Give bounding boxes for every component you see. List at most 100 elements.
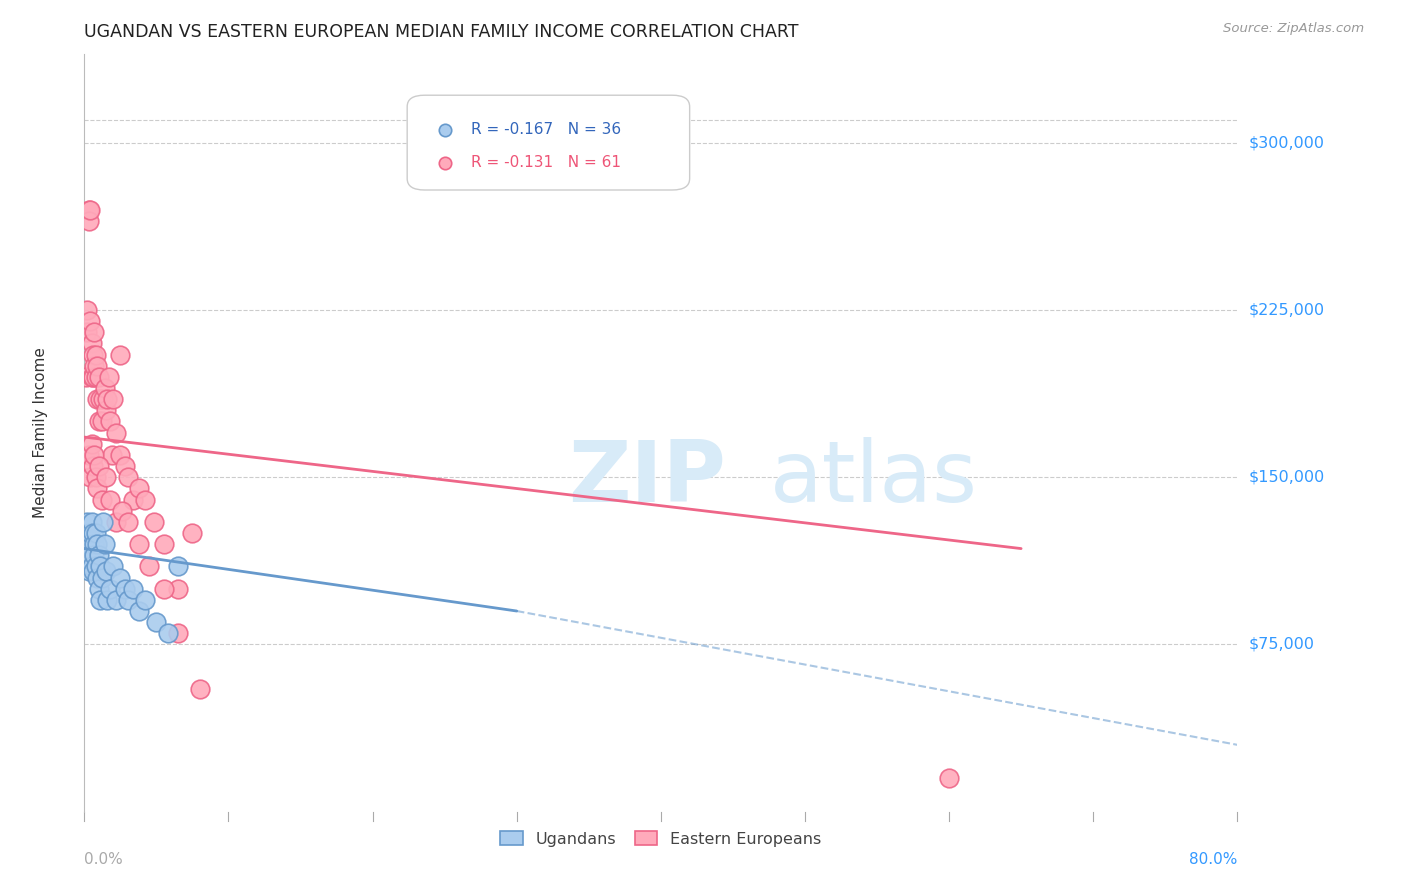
Point — [77, 202, 100, 217]
Point — [80, 370, 103, 384]
Point — [79, 314, 101, 328]
Point — [84, 526, 107, 541]
Point — [82, 564, 104, 578]
Text: 80.0%: 80.0% — [1189, 852, 1237, 867]
Point — [77, 448, 100, 462]
Point — [76, 326, 98, 340]
Point — [103, 392, 124, 407]
Point — [181, 526, 204, 541]
Point — [84, 348, 107, 362]
Point — [87, 548, 110, 563]
Point — [93, 537, 115, 551]
Point — [77, 537, 100, 551]
Text: Source: ZipAtlas.com: Source: ZipAtlas.com — [1223, 22, 1364, 36]
Point — [128, 537, 150, 551]
Point — [100, 448, 122, 462]
Point — [96, 392, 118, 407]
Point — [86, 359, 108, 373]
Point — [110, 571, 132, 585]
Point — [167, 626, 190, 640]
Point — [938, 771, 960, 786]
Point — [83, 326, 105, 340]
Point — [94, 564, 117, 578]
Point — [111, 503, 134, 517]
Point — [79, 526, 101, 541]
Point — [114, 459, 136, 474]
Point — [152, 537, 174, 551]
Text: 0.0%: 0.0% — [84, 852, 124, 867]
Point — [145, 615, 167, 630]
Point — [76, 303, 98, 318]
Point — [84, 559, 107, 574]
Text: UGANDAN VS EASTERN EUROPEAN MEDIAN FAMILY INCOME CORRELATION CHART: UGANDAN VS EASTERN EUROPEAN MEDIAN FAMIL… — [84, 23, 799, 41]
Point — [87, 415, 110, 429]
Text: Median Family Income: Median Family Income — [34, 347, 48, 518]
Point — [75, 370, 97, 384]
Text: R = -0.167   N = 36: R = -0.167 N = 36 — [471, 122, 620, 137]
Point — [117, 593, 139, 607]
Text: $75,000: $75,000 — [1249, 637, 1315, 652]
Point — [83, 359, 105, 373]
Point — [90, 415, 112, 429]
Point — [90, 571, 112, 585]
Point — [105, 425, 128, 440]
Point — [117, 515, 139, 529]
Point — [84, 470, 107, 484]
Point — [86, 571, 108, 585]
Point — [134, 593, 156, 607]
Point — [80, 437, 103, 451]
Text: atlas: atlas — [770, 436, 979, 520]
Point — [128, 604, 150, 618]
Point — [83, 448, 105, 462]
Point — [142, 515, 165, 529]
Point — [83, 548, 105, 563]
Point — [83, 537, 105, 551]
Point — [89, 593, 111, 607]
Point — [91, 515, 114, 529]
Legend: Ugandans, Eastern Europeans: Ugandans, Eastern Europeans — [494, 824, 828, 853]
Text: $300,000: $300,000 — [1249, 136, 1324, 150]
Point — [76, 515, 98, 529]
Text: $225,000: $225,000 — [1249, 302, 1324, 318]
Text: $150,000: $150,000 — [1249, 470, 1324, 484]
Point — [105, 515, 128, 529]
Point — [87, 370, 110, 384]
Point — [96, 593, 118, 607]
Text: R = -0.131   N = 61: R = -0.131 N = 61 — [471, 155, 620, 170]
Point — [98, 415, 121, 429]
Point — [90, 492, 112, 507]
Point — [524, 805, 547, 819]
Point — [98, 492, 121, 507]
Point — [82, 526, 104, 541]
Point — [89, 559, 111, 574]
Point — [98, 582, 121, 596]
Point — [122, 582, 145, 596]
Point — [188, 682, 211, 697]
Point — [105, 593, 128, 607]
Point — [87, 582, 110, 596]
Point — [87, 459, 110, 474]
Point — [86, 482, 108, 496]
Point — [117, 470, 139, 484]
Point — [156, 626, 179, 640]
Point — [94, 470, 117, 484]
Point — [91, 392, 114, 407]
Point — [79, 548, 101, 563]
Point — [128, 482, 150, 496]
Point — [94, 403, 117, 417]
Point — [103, 559, 124, 574]
Point — [134, 492, 156, 507]
Point — [79, 202, 101, 217]
Point — [110, 448, 132, 462]
Point — [114, 582, 136, 596]
Point — [80, 559, 103, 574]
Point — [167, 559, 190, 574]
Point — [167, 582, 190, 596]
Point — [138, 559, 160, 574]
Point — [82, 459, 104, 474]
Point — [97, 370, 120, 384]
Point — [84, 370, 107, 384]
Point — [82, 370, 104, 384]
Point — [82, 348, 104, 362]
FancyBboxPatch shape — [408, 95, 690, 190]
